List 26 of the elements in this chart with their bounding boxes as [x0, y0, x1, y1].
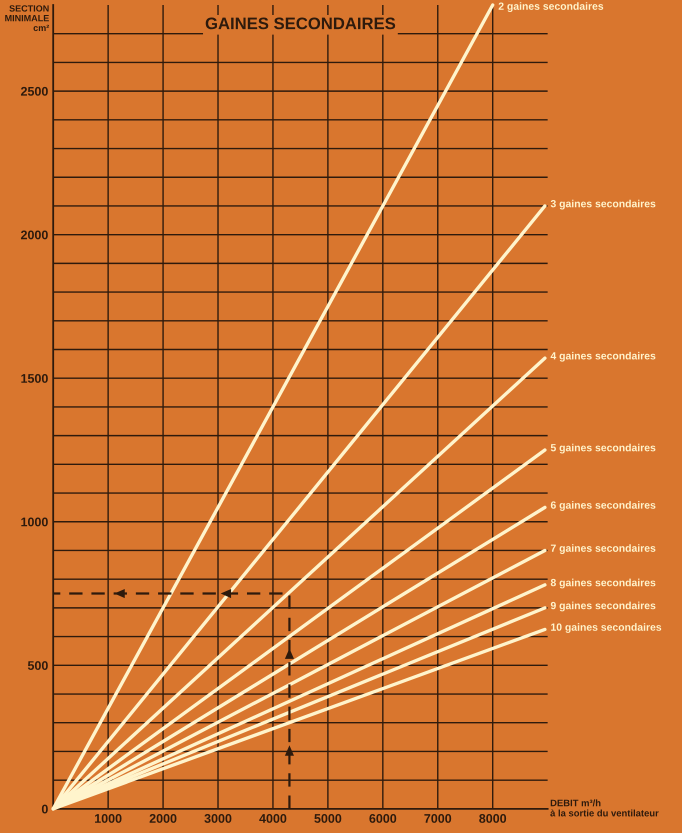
x-tick-label: 8000: [479, 814, 506, 823]
x-tick-label: 1000: [95, 814, 122, 823]
y-tick-label: 2500: [20, 86, 48, 96]
series-label: 6 gaines secondaires: [550, 501, 656, 511]
series-label: 10 gaines secondaires: [551, 623, 662, 633]
x-tick-label: 5000: [314, 814, 342, 823]
series-label: 5 gaines secondaires: [550, 444, 656, 454]
text: GAINES SECONDAIRES: [206, 17, 396, 30]
series-label: 9 gaines secondaires: [550, 602, 656, 612]
x-tick-label: 2000: [150, 814, 176, 823]
series-label: 7 gaines secondaires: [550, 544, 656, 554]
y-axis-title: SECTION MINIMALE cm²: [5, 5, 50, 32]
y-tick-label: 1000: [21, 518, 48, 526]
y-tick-label: 1500: [21, 374, 48, 383]
x-axis-title: DEBIT m³/h à la sortie du ventilateur: [550, 799, 659, 816]
series-label: 3 gaines secondaires: [550, 200, 656, 210]
series-label: 4 gaines secondaires: [550, 352, 656, 362]
series-label: 8 gaines secondaires: [550, 578, 656, 588]
x-tick-label: 4000: [259, 814, 286, 823]
x-tick-label: 3000: [204, 814, 232, 823]
y-tick-label: 0: [42, 804, 48, 814]
series-label: 2 gaines secondaires: [498, 2, 604, 12]
x-tick-label: 6000: [369, 814, 396, 823]
y-tick-label: 2000: [20, 230, 48, 240]
x-tick-label: 7000: [424, 814, 452, 823]
y-tick-label: 500: [28, 661, 48, 670]
